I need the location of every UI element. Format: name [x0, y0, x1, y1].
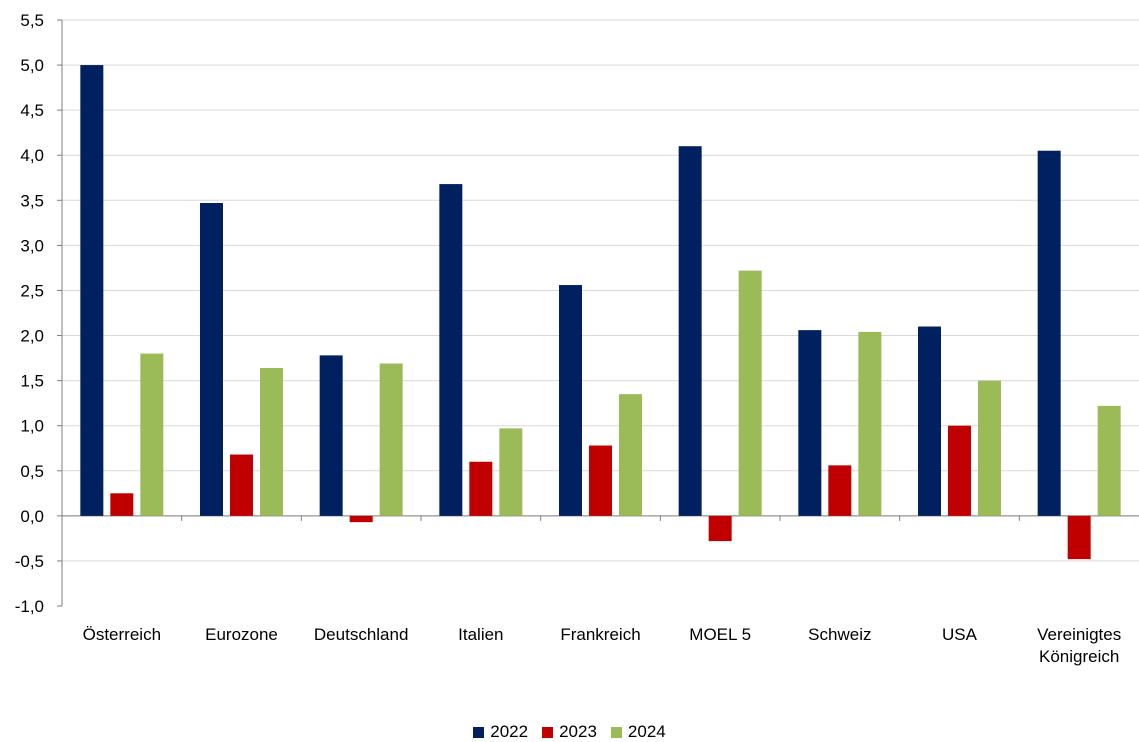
bar-2022: [319, 355, 343, 516]
legend-label: 2022: [490, 722, 529, 741]
bar-chart: -1,0 -0,5 0,0 0,5 1,0 1,5 2,0 2,5 3,0 3,5 4,0 4,5 5,…: [15, 11, 1139, 666]
bar-2024: [140, 353, 164, 516]
category-label: Italien: [458, 625, 503, 644]
category-label: Österreich: [83, 625, 161, 644]
legend-label: 2024: [627, 722, 666, 741]
bar-2024: [858, 331, 882, 516]
bar-2022: [1037, 150, 1061, 516]
bar-2023: [708, 515, 732, 542]
y-tick-label: -1,0: [15, 597, 44, 616]
y-tick-label: 5,5: [20, 11, 44, 30]
bar-2022: [439, 184, 463, 516]
y-tick-label: 4,5: [20, 101, 44, 120]
y-tick-label: 0,0: [20, 507, 44, 526]
category-label: Frankreich: [560, 625, 640, 644]
bar-2024: [619, 394, 642, 516]
bar-2022: [918, 326, 941, 516]
bar-2023: [349, 515, 373, 523]
category-label: Eurozone: [205, 625, 278, 644]
category-label: Deutschland: [314, 625, 409, 644]
y-tick-label: 2,5: [20, 281, 44, 300]
y-tick-label: 3,0: [20, 236, 44, 255]
legend: 2022 2023 2024: [0, 722, 1139, 742]
bar-2023: [469, 461, 493, 516]
y-tick-label: 4,0: [20, 146, 44, 165]
bar-2024: [499, 428, 523, 516]
category-label: Schweiz: [808, 625, 871, 644]
legend-item-2024: 2024: [610, 722, 666, 742]
bar-2024: [738, 270, 762, 516]
bar-2022: [559, 285, 582, 516]
bar-2023: [589, 445, 612, 516]
bar-2023: [828, 465, 852, 516]
category-label: USA: [942, 625, 978, 644]
category-label: Vereinigtes Königreich: [1037, 625, 1121, 666]
y-tick-label: 5,0: [20, 56, 44, 75]
legend-swatch: [473, 726, 485, 738]
bar-2024: [379, 363, 403, 516]
bar-2023: [948, 425, 971, 516]
legend-label: 2023: [559, 722, 597, 741]
category-label: MOEL 5: [689, 625, 751, 644]
bar-2024: [1097, 405, 1121, 516]
bar-2023: [1067, 515, 1091, 560]
bar-2022: [200, 203, 223, 516]
bars: [80, 65, 1121, 560]
legend-swatch: [610, 726, 622, 738]
y-tick-label: -0,5: [15, 552, 44, 571]
bar-2024: [978, 380, 1001, 516]
bar-2022: [80, 65, 104, 516]
y-tick-label: 2,0: [20, 327, 44, 346]
bar-2023: [110, 493, 134, 516]
legend-swatch: [542, 726, 554, 738]
bar-2024: [260, 367, 283, 516]
legend-item-2022: 2022: [473, 722, 528, 742]
y-tick-label: 1,5: [20, 372, 44, 391]
bar-2022: [798, 330, 822, 516]
y-tick-label: 1,0: [20, 417, 44, 436]
bar-2023: [230, 454, 253, 516]
bar-2022: [678, 146, 702, 516]
legend-item-2023: 2023: [542, 722, 597, 742]
y-tick-label: 0,5: [20, 462, 44, 481]
y-tick-labels: -1,0 -0,5 0,0 0,5 1,0 1,5 2,0 2,5 3,0 3,5 4,0 4,5 5,…: [15, 11, 44, 616]
category-labels: Österreich Eurozone Deutschland Italien Fran…: [83, 625, 1122, 666]
y-tick-label: 3,5: [20, 191, 44, 210]
